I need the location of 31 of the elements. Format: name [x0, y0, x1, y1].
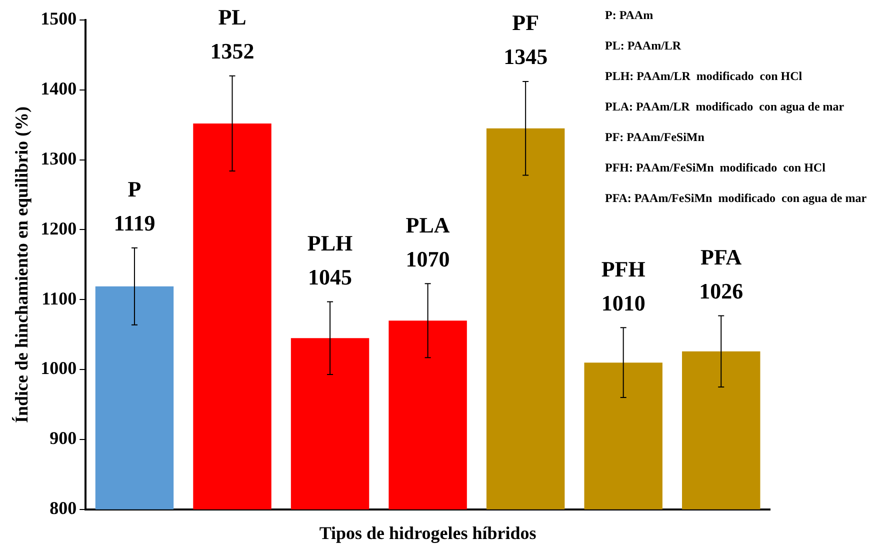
data-label: 1070 [406, 246, 450, 272]
x-tick-label: PLH [307, 230, 353, 256]
annotation: P: PAAm [605, 8, 654, 22]
annotation: PF: PAAm/FeSiMn [605, 130, 705, 144]
annotation: PFA: PAAm/FeSiMn modificado con agua de mar [605, 191, 868, 206]
x-tick-label: PLA [406, 212, 450, 238]
y-tick-label: 1400 [40, 78, 77, 99]
y-tick-label: 1100 [42, 288, 77, 308]
y-tick-label: 1200 [40, 218, 77, 238]
annotation: PLH: PAAm/LR modificado con HCl [605, 69, 803, 84]
y-tick-label: 800 [50, 498, 77, 518]
data-label: 1352 [210, 38, 254, 64]
y-tick-label: 1000 [40, 358, 77, 378]
data-label: 1045 [308, 264, 352, 290]
data-label: 1345 [504, 44, 548, 70]
x-tick-label: P [128, 176, 142, 202]
y-tick-label: 1500 [40, 8, 77, 29]
x-tick-label: PL [218, 4, 246, 30]
x-tick-label: PF [512, 10, 540, 36]
x-tick-label: PFH [601, 256, 646, 282]
y-axis-title: Índice de hinchamiento en equilibrio (%) [11, 106, 32, 423]
data-label: 1010 [601, 290, 646, 316]
annotation: PLA: PAAm/LR modificado con agua de mar [605, 100, 845, 114]
y-tick-label: 900 [50, 428, 77, 448]
data-label: 1119 [114, 210, 156, 236]
annotation: PL: PAAm/LR [605, 38, 682, 53]
x-axis-title: Tipos de hidrogeles híbridos [319, 522, 536, 543]
data-label: 1026 [699, 278, 744, 304]
annotation: PFH: PAAm/FeSiMn modificado con HCl [605, 160, 826, 175]
y-tick-label: 1300 [40, 148, 77, 168]
x-tick-label: PFA [700, 244, 742, 270]
